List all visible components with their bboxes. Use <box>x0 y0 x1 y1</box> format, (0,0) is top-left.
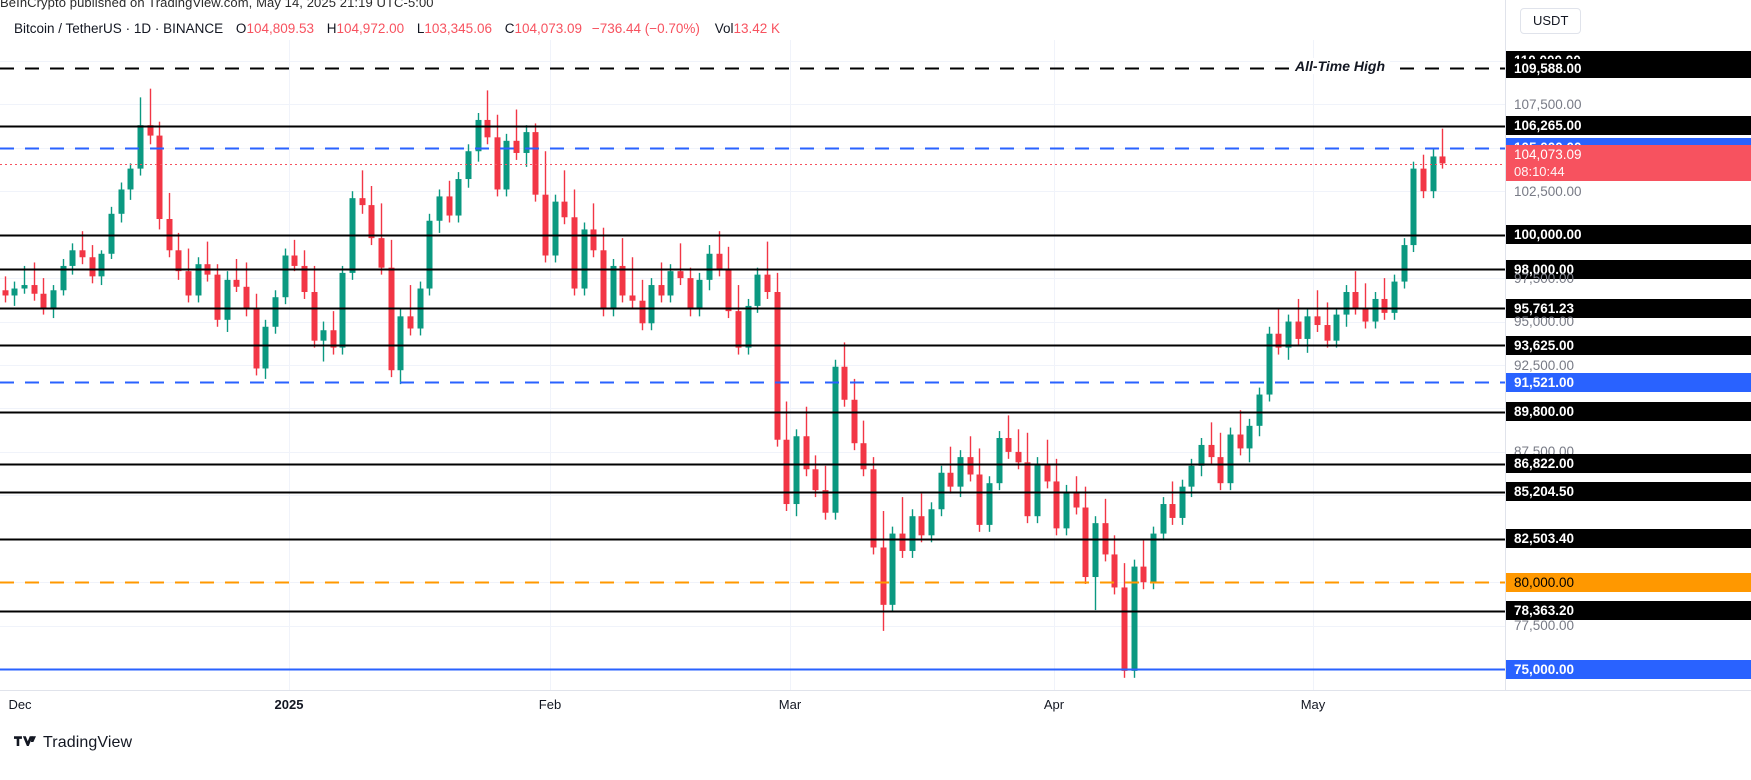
price-tick-label: 82,503.40 <box>1514 531 1575 547</box>
all-time-high-label: All-Time High <box>1290 58 1390 75</box>
chart-plot-area[interactable]: All-Time High <box>0 40 1505 690</box>
price-tick-label: 98,000.00 <box>1514 261 1575 277</box>
price-tick-label: 109,588.00 <box>1514 60 1582 76</box>
volume-value: 13.42 K <box>733 21 781 36</box>
price-tick-label: 75,000.00 <box>1514 661 1575 677</box>
price-tick-label: 86,822.00 <box>1514 456 1575 472</box>
low-label: L <box>416 21 425 36</box>
price-tick-label: 95,761.23 <box>1514 300 1575 316</box>
change-value: −736.44 (−0.70%) <box>591 21 700 36</box>
price-tick-75000[interactable]: 75,000.00 <box>1506 659 1751 679</box>
price-tick-label: 104,073.09 <box>1514 146 1582 162</box>
tradingview-logo[interactable]: TradingView <box>14 734 132 752</box>
price-tick-78363.2[interactable]: 78,363.20 <box>1506 601 1751 621</box>
price-tick-label: 100,000.00 <box>1514 227 1582 243</box>
close-label: C <box>504 21 515 36</box>
currency-pill[interactable]: USDT <box>1520 8 1582 34</box>
price-tick-86822[interactable]: 86,822.00 <box>1506 454 1751 474</box>
price-tick-85204.5[interactable]: 85,204.50 <box>1506 482 1751 502</box>
price-tick-label: 85,204.50 <box>1514 484 1575 500</box>
time-scale[interactable]: Dec 2025 Feb Mar Apr May <box>0 690 1751 722</box>
price-tick-93625[interactable]: 93,625.00 <box>1506 335 1751 355</box>
chart-legend: Bitcoin / TetherUS · 1D · BINANCE O104,8… <box>14 19 780 39</box>
high-label: H <box>326 21 337 36</box>
price-tick-98000[interactable]: 98,000.00 <box>1506 259 1751 279</box>
price-tick-label: 80,000.00 <box>1514 574 1575 590</box>
price-tick-label: 93,625.00 <box>1514 337 1575 353</box>
symbol-name[interactable]: Bitcoin / TetherUS <box>14 21 122 36</box>
tradingview-wordmark: TradingView <box>43 734 133 751</box>
open-label: O <box>235 21 247 36</box>
time-tick-apr: Apr <box>1043 697 1065 712</box>
price-tick-107500: 107,500.00 <box>1506 95 1582 114</box>
price-tick-82503.4[interactable]: 82,503.40 <box>1506 529 1751 549</box>
price-tick-label: 89,800.00 <box>1514 404 1575 420</box>
price-tick-97500: 97,500.00 <box>1506 269 1574 288</box>
legend-separator-1: · <box>125 21 131 36</box>
low-value: 103,345.06 <box>424 21 492 36</box>
high-value: 104,972.00 <box>336 21 405 36</box>
interval-label[interactable]: 1D <box>133 21 152 36</box>
price-tick-label: 106,265.00 <box>1514 118 1582 134</box>
price-tick-label: 107,500.00 <box>1514 96 1582 112</box>
price-tick-104073.09[interactable]: 104,073.09 08:10:44 <box>1506 144 1751 181</box>
price-tick-80000[interactable]: 80,000.00 <box>1506 572 1751 592</box>
price-tick-106265[interactable]: 106,265.00 <box>1506 116 1751 136</box>
price-tick-77500: 77,500.00 <box>1506 616 1574 635</box>
time-tick-may: May <box>1300 697 1326 712</box>
exchange-label[interactable]: BINANCE <box>163 21 224 36</box>
price-tick-label: 77,500.00 <box>1514 618 1575 634</box>
open-value: 104,809.53 <box>246 21 315 36</box>
price-tick-label: 78,363.20 <box>1514 603 1575 619</box>
price-tick-91521[interactable]: 91,521.00 <box>1506 372 1751 392</box>
price-tick-92500: 92,500.00 <box>1506 356 1574 375</box>
price-tick-label: 91,521.00 <box>1514 374 1575 390</box>
time-tick-feb: Feb <box>538 697 562 712</box>
time-tick-dec: Dec <box>8 697 32 712</box>
close-value: 104,073.09 <box>514 21 583 36</box>
price-tick-label: 102,500.00 <box>1514 183 1582 199</box>
time-tick-2025: 2025 <box>274 697 304 712</box>
time-tick-mar: Mar <box>778 697 802 712</box>
price-tick-89800[interactable]: 89,800.00 <box>1506 402 1751 422</box>
horizontal-price-levels <box>0 67 1505 671</box>
price-tick-label: 97,500.00 <box>1514 270 1575 286</box>
price-tick-95000: 95,000.00 <box>1506 312 1574 331</box>
legend-separator-2: · <box>154 21 160 36</box>
price-tick-label: 92,500.00 <box>1514 357 1575 373</box>
price-tick-109588[interactable]: 109,588.00 <box>1506 58 1751 78</box>
price-scale[interactable]: USDT 110,000.00109,588.00107,500.00106,2… <box>1505 0 1751 690</box>
price-tick-label: 95,000.00 <box>1514 314 1575 330</box>
price-tick-102500: 102,500.00 <box>1506 182 1582 201</box>
tradingview-mark-icon <box>14 736 36 747</box>
price-tick-100000[interactable]: 100,000.00 <box>1506 225 1751 245</box>
price-tick-95761.23[interactable]: 95,761.23 <box>1506 298 1751 318</box>
volume-label: Vol <box>714 21 734 36</box>
footer: TradingView <box>0 720 1751 780</box>
countdown-label: 08:10:44 <box>1514 163 1565 179</box>
attribution-watermark: BeInCrypto published on TradingView.com,… <box>0 0 434 10</box>
